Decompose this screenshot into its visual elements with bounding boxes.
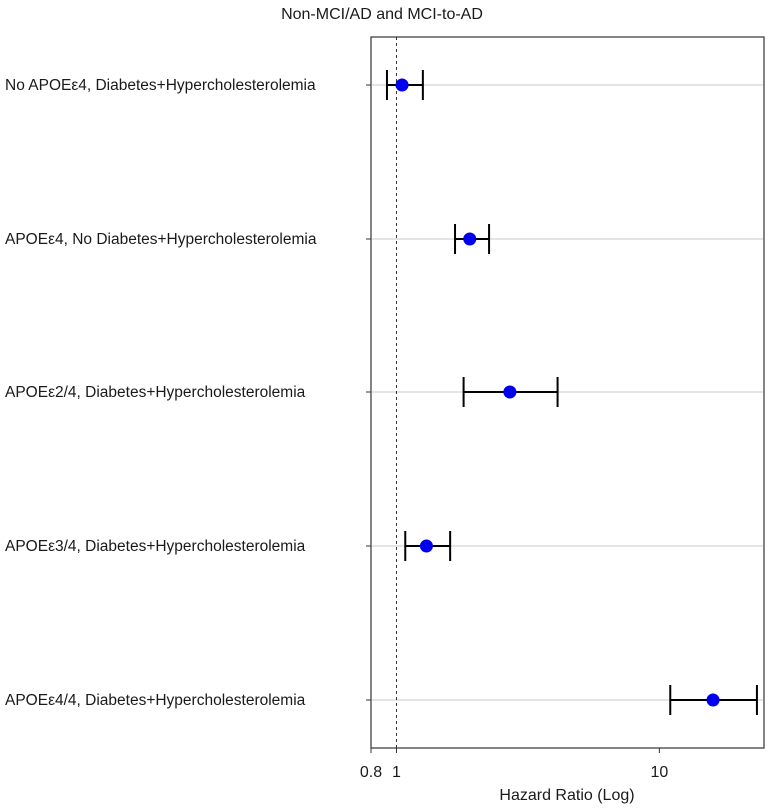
hazard-ratio-point	[419, 539, 433, 553]
category-labels: No APOEε4, Diabetes+Hypercholesterolemia…	[5, 77, 371, 709]
grid-lines	[372, 84, 763, 701]
x-tick-label: 1	[392, 764, 401, 781]
x-tick-label: 0.8	[360, 764, 382, 781]
hazard-ratio-point	[395, 78, 409, 92]
x-tick-label: 10	[650, 764, 668, 781]
category-label: APOEε4, No Diabetes+Hypercholesterolemia	[5, 231, 317, 248]
category-label: No APOEε4, Diabetes+Hypercholesterolemia	[5, 77, 316, 94]
category-label: APOEε3/4, Diabetes+Hypercholesterolemia	[5, 538, 306, 555]
chart-title: Non-MCI/AD and MCI-to-AD	[281, 6, 483, 23]
estimates	[385, 70, 758, 715]
hazard-ratio-point	[706, 693, 720, 707]
category-label: APOEε4/4, Diabetes+Hypercholesterolemia	[5, 692, 306, 709]
x-axis-ticks: 0.8 1 10	[360, 748, 668, 781]
category-label: APOEε2/4, Diabetes+Hypercholesterolemia	[5, 384, 306, 401]
x-axis-label: Hazard Ratio (Log)	[499, 787, 634, 804]
hazard-ratio-point	[463, 232, 477, 246]
hazard-ratio-point	[503, 385, 517, 399]
